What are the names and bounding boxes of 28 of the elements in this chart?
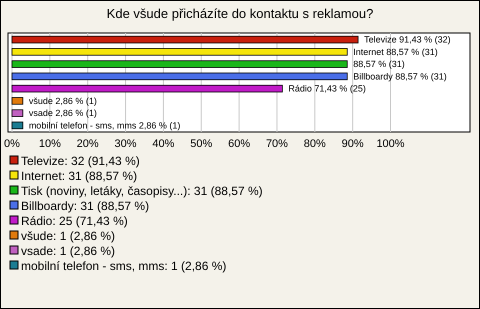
x-tick-label: 70% — [266, 138, 288, 150]
legend-label: Televize: 32 (91,43 %) — [21, 154, 140, 168]
x-tick-label: 20% — [76, 138, 99, 150]
x-tick-label: 30% — [114, 138, 137, 150]
x-tick-label: 40% — [152, 138, 175, 150]
data-label: všude 2,86 % (1) — [28, 96, 97, 106]
x-tick-label: 90% — [342, 138, 364, 150]
x-tick-label: 0% — [4, 138, 20, 150]
data-label: Rádio 71,43 % (25) — [288, 84, 366, 94]
legend-label: vsade: 1 (2,86 %) — [21, 244, 116, 258]
x-tick-label: 60% — [228, 138, 250, 150]
x-tick-label: 10% — [38, 138, 62, 150]
data-label: Internet 88,57 % (31) — [353, 46, 438, 57]
x-tick-label: 100% — [376, 138, 405, 150]
legend-label: Rádio: 25 (71,43 %) — [21, 214, 128, 228]
legend-label: Internet: 31 (88,57 %) — [21, 169, 138, 183]
data-label: Televize 91,43 % (32) — [364, 34, 451, 45]
data-label: Billboardy 88,57 % (31) — [353, 71, 447, 82]
x-tick-label: 50% — [190, 138, 212, 150]
legend-label: mobilní telefon - sms, mms: 1 (2,86 %) — [21, 259, 226, 273]
data-label: mobilní telefon - sms, mms 2,86 % (1) — [28, 120, 180, 130]
legend-label: Tisk (noviny, letáky, časopisy...): 31 (88,57 %) — [21, 184, 263, 198]
legend-label: všude: 1 (2,86 %) — [21, 229, 116, 243]
x-tick-label: 80% — [304, 138, 326, 150]
legend-label: Billboardy: 31 (88,57 %) — [21, 199, 150, 213]
data-label: 88,57 % (31) — [353, 59, 405, 70]
chart-title: Kde všude přicházíte do kontaktu s reklamou? — [106, 6, 374, 21]
data-label: vsade 2,86 % (1) — [28, 108, 97, 118]
